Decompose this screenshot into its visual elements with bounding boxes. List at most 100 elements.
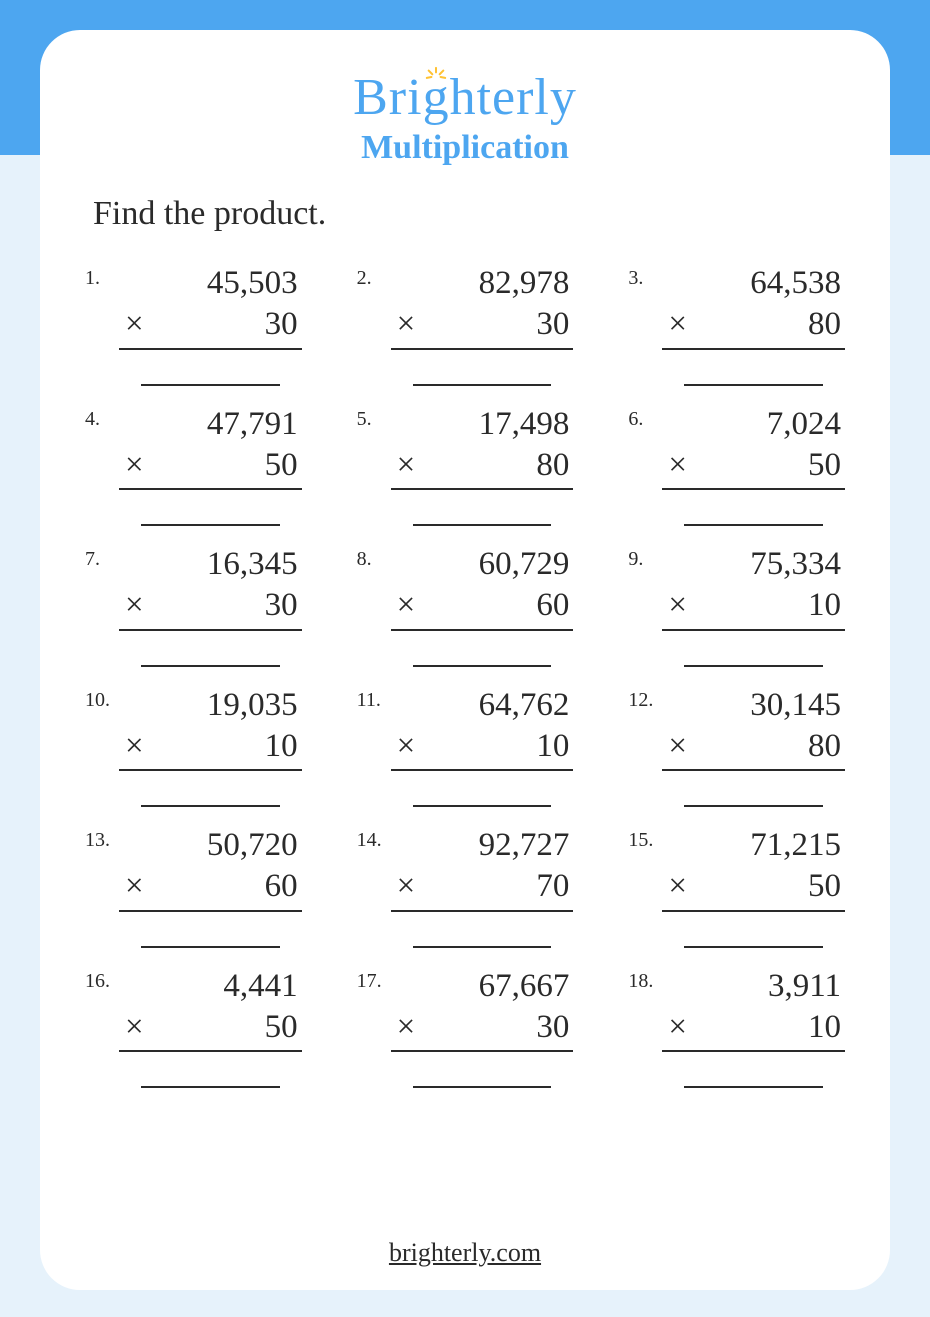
multiplicand: 45,503 [119, 263, 302, 304]
times-icon: × [125, 445, 144, 486]
problem: 17.67,667×30 [357, 966, 574, 1089]
multiplier: 30 [536, 1007, 569, 1048]
problem-body: 64,762× 10 [391, 685, 574, 808]
problem-body: 19,035×10 [119, 685, 302, 808]
times-icon: × [397, 445, 416, 486]
problem: 1.45,503×30 [85, 263, 302, 386]
problem: 12.30,145×80 [628, 685, 845, 808]
problem-body: 45,503×30 [119, 263, 302, 386]
times-icon: × [668, 1007, 687, 1048]
problem-body: 30,145×80 [662, 685, 845, 808]
problem-number: 1. [85, 263, 119, 290]
multiplier: 80 [808, 726, 841, 767]
sun-icon [425, 66, 447, 88]
problem-body: 17,498×80 [391, 404, 574, 527]
times-icon: × [125, 726, 144, 767]
worksheet-sheet: Brighterly Multiplication Find the produ… [40, 30, 890, 1290]
rule-line [119, 629, 302, 631]
times-icon: × [397, 585, 416, 626]
multiplier-row: ×30 [119, 304, 302, 345]
multiplicand: 64,538 [662, 263, 845, 304]
times-icon: × [125, 866, 144, 907]
answer-line [413, 665, 552, 667]
multiplier-row: ×10 [662, 1007, 845, 1048]
multiplier-row: × 30 [119, 585, 302, 626]
multiplicand: 4,441 [119, 966, 302, 1007]
problem-number: 9. [628, 544, 662, 571]
multiplier: 50 [265, 1007, 298, 1048]
multiplier-row: ×10 [662, 585, 845, 626]
answer-line [141, 805, 280, 807]
problem: 4.47,791×50 [85, 404, 302, 527]
problem: 6.7,024×50 [628, 404, 845, 527]
brand-name: Brighterly [353, 69, 577, 126]
problem: 8.60,729×60 [357, 544, 574, 667]
times-icon: × [397, 1007, 416, 1048]
multiplicand: 60,729 [391, 544, 574, 585]
rule-line [119, 1050, 302, 1052]
problem: 14.92,727×70 [357, 825, 574, 948]
problem-number: 11. [357, 685, 391, 712]
instruction-text: Find the product. [93, 195, 845, 233]
problem-body: 47,791×50 [119, 404, 302, 527]
worksheet-title: Multiplication [85, 129, 845, 167]
multiplier: 50 [265, 445, 298, 486]
problem-body: 75,334×10 [662, 544, 845, 667]
times-icon: × [668, 585, 687, 626]
problem: 5.17,498×80 [357, 404, 574, 527]
answer-line [684, 665, 823, 667]
multiplier-row: ×70 [391, 866, 574, 907]
multiplicand: 67,667 [391, 966, 574, 1007]
problem-number: 4. [85, 404, 119, 431]
problem: 16.4,441×50 [85, 966, 302, 1089]
multiplier: 70 [536, 866, 569, 907]
problem-body: 50,720× 60 [119, 825, 302, 948]
multiplier: 30 [265, 585, 298, 626]
problem-body: 71,215×50 [662, 825, 845, 948]
multiplicand: 50,720 [119, 825, 302, 866]
problem-number: 12. [628, 685, 662, 712]
problem-body: 67,667× 30 [391, 966, 574, 1089]
problem-body: 7,024×50 [662, 404, 845, 527]
problem-number: 13. [85, 825, 119, 852]
problem-number: 8. [357, 544, 391, 571]
problem-number: 15. [628, 825, 662, 852]
rule-line [391, 769, 574, 771]
answer-line [413, 946, 552, 948]
times-icon: × [125, 585, 144, 626]
multiplicand: 64,762 [391, 685, 574, 726]
multiplicand: 3,911 [662, 966, 845, 1007]
multiplier-row: × 50 [119, 445, 302, 486]
rule-line [119, 910, 302, 912]
multiplier-row: ×80 [662, 304, 845, 345]
multiplier-row: ×50 [119, 1007, 302, 1048]
multiplier: 60 [265, 866, 298, 907]
problem-body: 82,978×30 [391, 263, 574, 386]
brand-logo: Brighterly [353, 68, 577, 127]
multiplicand: 30,145 [662, 685, 845, 726]
multiplier: 10 [536, 726, 569, 767]
rule-line [662, 488, 845, 490]
answer-line [413, 524, 552, 526]
problem: 15.71,215×50 [628, 825, 845, 948]
problem: 13.50,720× 60 [85, 825, 302, 948]
answer-line [684, 946, 823, 948]
rule-line [662, 629, 845, 631]
problem-number: 14. [357, 825, 391, 852]
problem-number: 16. [85, 966, 119, 993]
rule-line [391, 348, 574, 350]
multiplier-row: ×50 [662, 866, 845, 907]
multiplicand: 71,215 [662, 825, 845, 866]
rule-line [662, 910, 845, 912]
footer: brighterly.com [40, 1238, 890, 1268]
times-icon: × [397, 726, 416, 767]
problem: 7.16,345× 30 [85, 544, 302, 667]
problem-number: 7. [85, 544, 119, 571]
rule-line [391, 488, 574, 490]
answer-line [141, 524, 280, 526]
problem: 18.3,911×10 [628, 966, 845, 1089]
times-icon: × [668, 304, 687, 345]
multiplicand: 16,345 [119, 544, 302, 585]
rule-line [119, 769, 302, 771]
footer-url[interactable]: brighterly.com [389, 1238, 541, 1267]
